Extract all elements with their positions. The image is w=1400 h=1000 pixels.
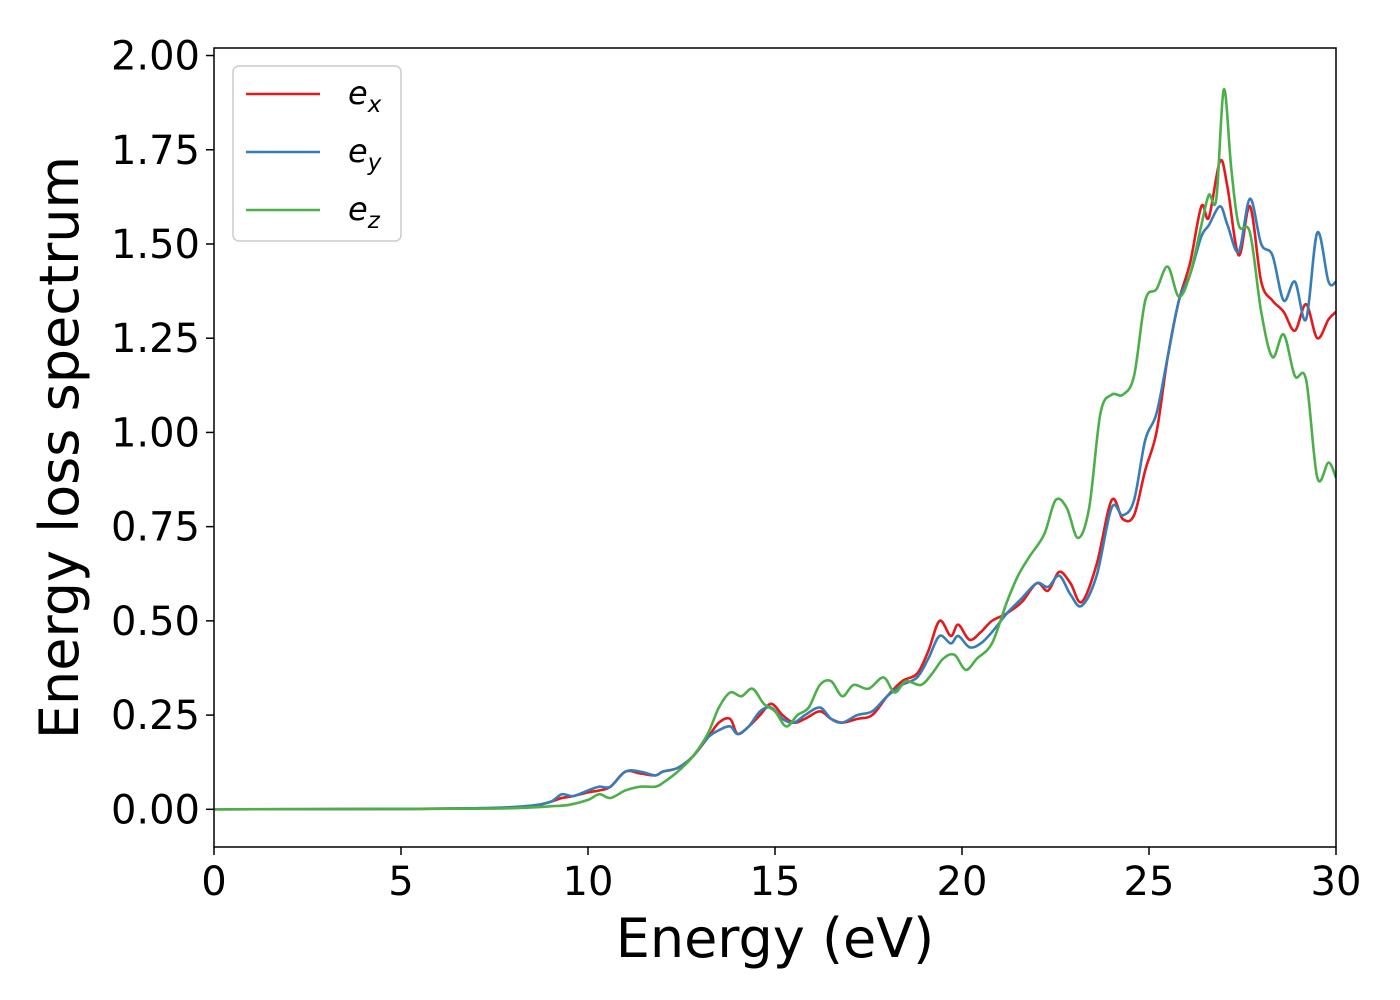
x-tick-label: 15 [750, 859, 801, 905]
y-tick-label: 1.00 [111, 410, 200, 456]
legend: ex ey ez [232, 65, 402, 242]
y-tick-label: 1.75 [111, 128, 200, 174]
y-tick-label: 0.25 [111, 693, 200, 739]
legend-label-e-y: ey [348, 132, 382, 176]
series-line-e-x [214, 158, 1336, 811]
y-tick-label: 1.50 [111, 222, 200, 268]
series-line-e-y [214, 197, 1336, 811]
x-tick-label: 5 [388, 859, 413, 905]
x-tick-label: 0 [201, 859, 226, 905]
y-tick-label: 0.75 [111, 505, 200, 551]
y-tick-label: 2.00 [111, 34, 200, 80]
legend-label-e-x: ex [348, 74, 382, 118]
y-axis-title: Energy loss spectrum [28, 156, 91, 739]
series-line-e-z [214, 88, 1336, 811]
legend-box [232, 65, 402, 242]
x-tick-label: 20 [937, 859, 988, 905]
series-layer [214, 88, 1336, 811]
y-tick-label: 0.00 [111, 787, 200, 833]
x-tick-label: 30 [1311, 859, 1362, 905]
y-axis-ticks: 0.00 0.25 0.50 0.75 1.00 1.25 1.50 1.75 2.00 [111, 34, 214, 833]
x-axis-title: Energy (eV) [616, 907, 935, 970]
y-tick-label: 1.25 [111, 316, 200, 362]
x-tick-label: 25 [1124, 859, 1175, 905]
x-tick-label: 10 [563, 859, 614, 905]
x-axis-ticks: 0 5 10 15 20 25 30 [201, 847, 1361, 905]
legend-label-e-z: ez [348, 190, 381, 234]
y-tick-label: 0.50 [111, 599, 200, 645]
